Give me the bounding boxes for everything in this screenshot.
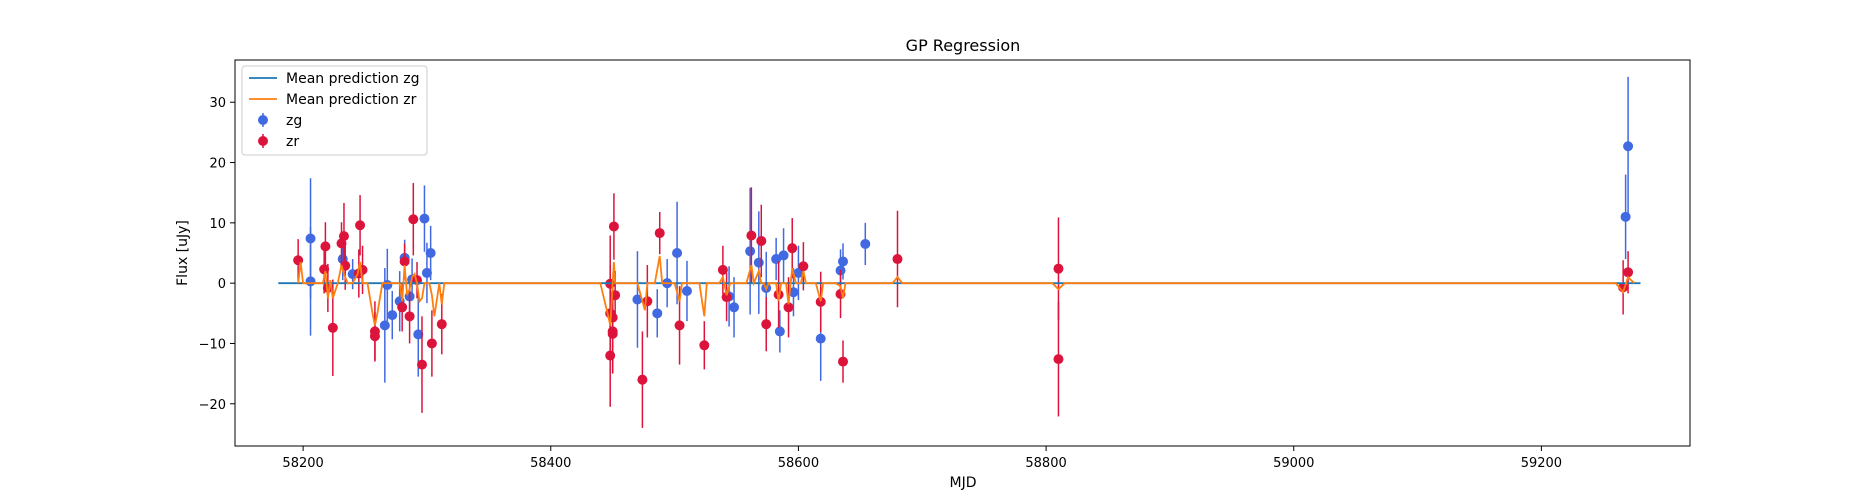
zg-point xyxy=(382,279,393,290)
zr-point xyxy=(815,296,826,307)
zg-point xyxy=(379,320,390,331)
plot-frame xyxy=(235,60,1690,446)
zr-point xyxy=(355,220,366,231)
zr-point xyxy=(674,320,685,331)
zr-point xyxy=(397,302,408,313)
zr-point xyxy=(404,311,415,322)
zr-point xyxy=(746,230,757,241)
zg-point xyxy=(672,248,683,258)
x-tick-label: 58200 xyxy=(282,456,323,471)
zr-point xyxy=(654,228,665,239)
x-axis-label: MJD xyxy=(950,475,977,491)
zr-point xyxy=(320,241,331,252)
zr-point xyxy=(1623,267,1634,278)
zr-point xyxy=(699,340,710,351)
legend-marker-zg xyxy=(258,115,268,125)
plot-area xyxy=(234,59,1691,447)
legend-label-zg: zg xyxy=(286,113,302,129)
zg-point xyxy=(753,257,764,268)
y-tick-label: 0 xyxy=(218,277,226,292)
zr-point xyxy=(436,319,447,330)
y-tick-label: 30 xyxy=(209,96,226,111)
zr-point xyxy=(608,221,619,232)
zr-point xyxy=(787,243,798,254)
zr-point xyxy=(717,264,728,275)
x-tick-label: 59000 xyxy=(1273,456,1314,471)
zr-point xyxy=(761,319,772,330)
zr-point xyxy=(319,264,330,275)
legend-box xyxy=(241,65,428,156)
legend-label-zr: zr xyxy=(286,134,299,150)
zr-point xyxy=(327,322,338,333)
zg-point xyxy=(681,285,692,296)
prediction-lines xyxy=(278,255,1641,326)
y-tick-label: 10 xyxy=(209,217,226,232)
y-axis: −20 −10 0 10 20 30 xyxy=(199,96,235,413)
zg-point xyxy=(860,238,871,249)
zg-point xyxy=(421,267,432,278)
x-tick-label: 58400 xyxy=(530,456,571,471)
zg-point xyxy=(778,250,789,261)
zr-point xyxy=(1053,263,1064,274)
zg-point xyxy=(729,302,740,313)
y-axis-label: Flux [uJy] xyxy=(175,220,191,286)
zg-point xyxy=(815,333,826,344)
zr-point xyxy=(399,256,410,267)
legend-label-zg-mean: Mean prediction zg xyxy=(286,71,420,87)
zr-point xyxy=(637,374,648,385)
zg-point xyxy=(774,326,785,337)
x-tick-label: 59200 xyxy=(1521,456,1562,471)
x-tick-label: 58600 xyxy=(778,456,819,471)
zr-point xyxy=(783,302,794,313)
zg-point xyxy=(387,310,398,321)
zr-point xyxy=(338,231,349,242)
zg-point xyxy=(652,308,663,319)
zg-point xyxy=(788,287,799,298)
zr-point xyxy=(607,328,618,339)
prediction-line-mean-prediction-zr xyxy=(297,255,1635,326)
zr-point xyxy=(426,338,437,349)
zr-point xyxy=(798,261,809,272)
zg-point xyxy=(425,248,436,258)
x-tick-label: 58800 xyxy=(1025,456,1066,471)
zr-point xyxy=(838,356,849,367)
zr-point xyxy=(369,331,380,342)
chart-title: GP Regression xyxy=(906,36,1021,55)
y-tick-label: −20 xyxy=(199,398,226,413)
zr-point xyxy=(756,235,767,246)
zr-point xyxy=(773,289,784,300)
legend-label-zr-mean: Mean prediction zr xyxy=(286,92,417,108)
zg-point xyxy=(419,213,430,224)
y-tick-label: 20 xyxy=(209,157,226,172)
zg-point xyxy=(745,246,756,257)
y-tick-label: −10 xyxy=(199,337,226,352)
zg-point xyxy=(632,294,643,305)
zr-point xyxy=(721,292,732,303)
zg-point xyxy=(1620,211,1631,222)
zg-point xyxy=(413,329,424,340)
zr-point xyxy=(408,214,419,225)
plot-border xyxy=(234,59,1691,447)
zr-point xyxy=(892,254,903,265)
legend: Mean prediction zg Mean prediction zr zg… xyxy=(241,65,428,156)
zr-point xyxy=(416,359,427,370)
zr-point xyxy=(1053,354,1064,365)
zg-point xyxy=(838,256,849,267)
zg-point xyxy=(305,276,316,287)
legend-marker-zr xyxy=(258,136,268,146)
x-axis: 58200 58400 58600 58800 59000 59200 xyxy=(282,446,1562,471)
zg-point xyxy=(1623,141,1634,152)
